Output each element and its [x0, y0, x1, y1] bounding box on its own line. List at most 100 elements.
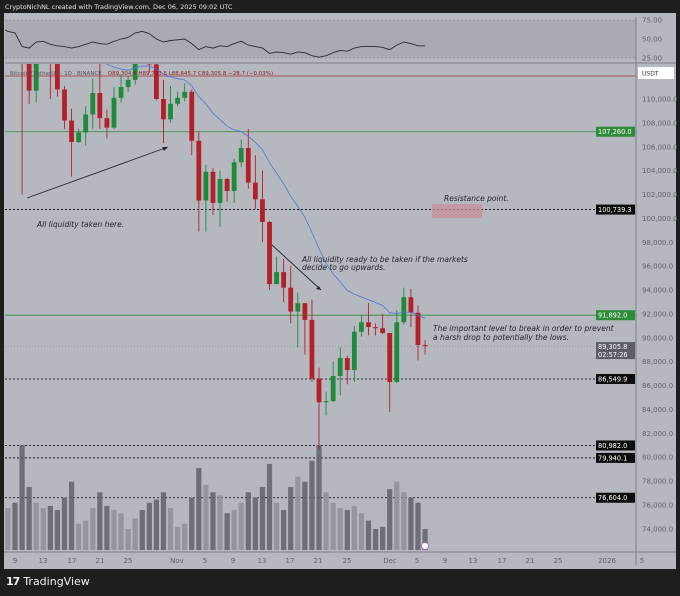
volume-bar	[330, 502, 336, 550]
volume-bar	[238, 502, 244, 550]
levels-layer	[5, 75, 636, 499]
volume-bar	[125, 529, 131, 550]
candle-body	[203, 171, 209, 201]
candle-body	[323, 401, 329, 403]
time-tick-label: 5	[203, 557, 207, 565]
volume-bar	[302, 481, 308, 550]
tradingview-logo-text: TradingView	[23, 575, 90, 588]
volume-bar	[118, 513, 124, 550]
candle-body	[380, 328, 386, 334]
annotations-layer: All liquidity taken here. Resistance poi…	[26, 146, 615, 342]
price-tick-label: 108,000.0	[642, 119, 678, 127]
volume-bar	[372, 529, 379, 550]
volume-bar	[337, 508, 343, 550]
volume-bar	[401, 492, 407, 550]
candle-body	[90, 93, 96, 115]
price-tick-label: 84,000.0	[642, 406, 673, 414]
time-tick-label: 17	[286, 557, 295, 565]
price-tick-label: 100,000.0	[642, 215, 678, 223]
currency-badge[interactable]	[638, 67, 674, 79]
currency-label: USDT	[642, 71, 659, 78]
volume-bar	[33, 502, 39, 550]
price-tick-label: 92,000.0	[642, 310, 673, 318]
volume-bar	[160, 492, 167, 550]
candle-body	[146, 64, 152, 65]
candle-body	[189, 91, 195, 141]
note-important-1: The important level to break in order to…	[433, 324, 615, 333]
level-price-label: 76,604.0	[598, 494, 627, 502]
price-tick-label: 110,000.0	[642, 96, 678, 104]
candle-body	[62, 89, 67, 121]
candle-body	[224, 178, 230, 191]
volume-bar	[146, 502, 152, 550]
candle-body	[373, 327, 378, 329]
note-resistance: Resistance point.	[444, 194, 509, 203]
candle-body	[330, 376, 336, 402]
price-tick-label: 82,000.0	[642, 430, 673, 438]
volume-bar	[408, 497, 414, 550]
candle-body	[252, 182, 258, 200]
volume-bar	[76, 523, 82, 550]
candle-body	[351, 331, 357, 371]
time-tick-label: Dec	[383, 557, 397, 565]
price-tick-label: 80,000.0	[642, 454, 673, 462]
candles-layer	[21, 64, 428, 451]
volume-bar	[316, 445, 322, 550]
level-price-badge	[596, 204, 635, 215]
candle-body	[302, 303, 308, 320]
liquidity-ready-arrow	[271, 244, 322, 291]
candle-body	[161, 99, 166, 120]
level-price-badge	[596, 440, 635, 451]
level-price-badge	[596, 373, 635, 384]
candle-body	[69, 120, 74, 142]
candle-body	[154, 64, 159, 99]
event-marker-icon[interactable]	[421, 542, 429, 550]
countdown-label: 02:57:26	[598, 351, 628, 359]
level-price-label: 86,549.9	[598, 375, 627, 383]
level-price-badge	[596, 126, 635, 137]
volume-bar	[266, 463, 273, 550]
tradingview-logo[interactable]: 17 TradingView	[6, 575, 90, 588]
time-tick-label: 5	[640, 557, 644, 565]
price-axis: 110,000.0 108,000.0 106,000.0 104,000.0 102,…	[596, 17, 678, 565]
volume-bar	[252, 497, 258, 550]
volume-bar	[323, 492, 329, 550]
legend-symbol: Bitcoin / TetherUS · 1D · BINANCE	[10, 71, 102, 77]
volume-bar	[167, 508, 174, 550]
volume-bar	[210, 492, 216, 550]
candle-body	[97, 93, 103, 119]
level-price-badge	[596, 310, 635, 321]
price-tick-label: 106,000.0	[642, 143, 678, 151]
candle-body	[132, 64, 138, 80]
price-tick-label: 78,000.0	[642, 478, 673, 486]
time-tick-label: 9	[231, 557, 235, 565]
price-tick-label: 102,000.0	[642, 191, 678, 199]
volume-bar	[344, 510, 350, 550]
time-tick-label: 9	[13, 557, 17, 565]
volume-bar	[40, 508, 46, 550]
candle-body	[125, 79, 131, 88]
time-tick-label: 9	[443, 557, 447, 565]
rsi-tick-label: 50.00	[642, 36, 662, 44]
candle-body	[394, 322, 400, 382]
chart-header: CryptoNichNL created with TradingView.co…	[5, 3, 233, 11]
time-tick-label: 13	[258, 557, 267, 565]
volume-layer	[5, 445, 428, 550]
arrowhead-icon	[162, 147, 168, 151]
candle-body	[231, 162, 237, 191]
level-price-label: 100,739.3	[598, 206, 632, 214]
candle-body	[33, 64, 39, 91]
volume-bar	[196, 468, 202, 550]
volume-bar	[224, 513, 230, 550]
volume-bar	[422, 529, 428, 550]
price-tick-label: 104,000.0	[642, 167, 678, 175]
volume-bar	[358, 513, 365, 550]
volume-bar	[380, 526, 386, 550]
candle-body	[210, 171, 216, 203]
volume-bar	[26, 487, 32, 550]
candle-body	[415, 312, 421, 345]
candle-body	[238, 147, 244, 163]
candle-body	[337, 358, 343, 377]
volume-bar	[288, 487, 294, 550]
